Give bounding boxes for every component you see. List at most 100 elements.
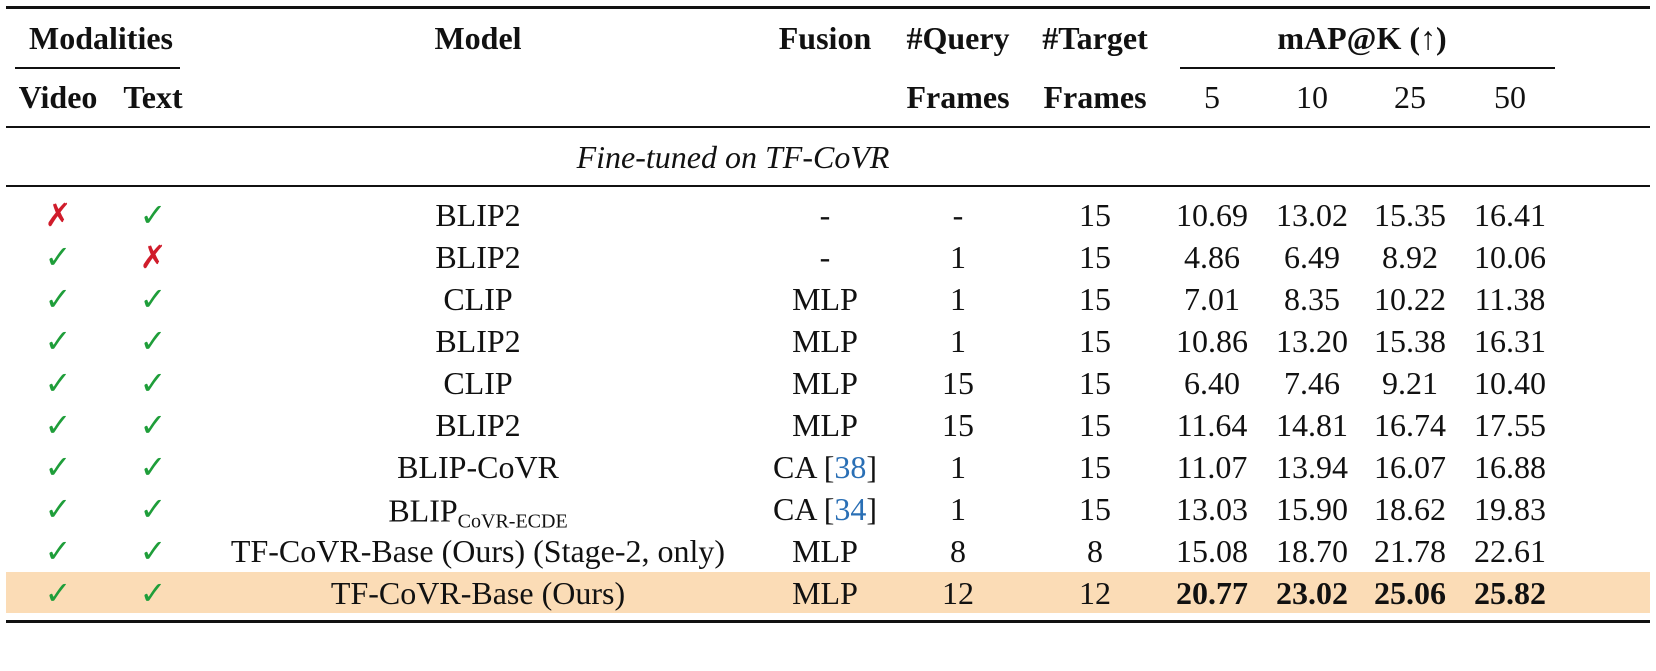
map-value: 21.78 xyxy=(1374,533,1446,569)
map-value: 10.22 xyxy=(1374,281,1446,317)
header-k: 25 xyxy=(1394,79,1426,115)
map-value: 11.07 xyxy=(1176,449,1248,485)
query-frames: 1 xyxy=(950,449,966,485)
map-value: 13.03 xyxy=(1176,491,1248,527)
map-value: 22.61 xyxy=(1474,533,1546,569)
video-mark: ✓ xyxy=(44,491,72,527)
map-value: 25.06 xyxy=(1374,575,1446,611)
target-frames: 15 xyxy=(1079,239,1111,275)
map-value: 15.90 xyxy=(1276,491,1348,527)
map-value: 19.83 xyxy=(1474,491,1546,527)
video-mark: ✓ xyxy=(44,323,72,359)
model-name: TF-CoVR-Base (Ours) xyxy=(330,575,626,611)
fusion-text: ] xyxy=(866,491,877,527)
map-value: 16.88 xyxy=(1474,449,1546,485)
video-mark: ✓ xyxy=(44,575,72,611)
map-value: 6.40 xyxy=(1184,365,1240,401)
map-value: 18.70 xyxy=(1276,533,1348,569)
text-mark: ✓ xyxy=(139,449,167,485)
target-frames: 15 xyxy=(1079,449,1111,485)
map-value: 11.38 xyxy=(1474,281,1546,317)
map-value: 4.86 xyxy=(1184,239,1240,275)
map-value: 10.40 xyxy=(1474,365,1546,401)
text-mark: ✓ xyxy=(139,491,167,527)
fusion-text: CA [ xyxy=(773,449,835,485)
fusion: CA [34] xyxy=(773,493,877,525)
target-frames: 15 xyxy=(1079,491,1111,527)
header-query: #Query xyxy=(906,20,1010,56)
header-rule xyxy=(6,126,1650,128)
target-frames: 15 xyxy=(1079,365,1111,401)
top-rule xyxy=(6,6,1650,9)
text-mark: ✓ xyxy=(139,197,167,233)
video-mark: ✓ xyxy=(44,239,72,275)
video-mark: ✓ xyxy=(44,281,72,317)
header-model: Model xyxy=(434,20,522,56)
map-value: 11.64 xyxy=(1176,407,1248,443)
query-frames: 8 xyxy=(950,533,966,569)
map-rule xyxy=(1180,67,1555,69)
header-modalities: Modalities xyxy=(29,20,173,56)
model-name: CLIP xyxy=(443,281,513,317)
map-value: 16.41 xyxy=(1474,197,1546,233)
target-frames: 15 xyxy=(1079,323,1111,359)
map-value: 14.81 xyxy=(1276,407,1348,443)
target-frames: 15 xyxy=(1079,281,1111,317)
model-name: TF-CoVR-Base (Ours) (Stage-2, only) xyxy=(230,533,726,569)
video-mark: ✓ xyxy=(44,533,72,569)
query-frames: 15 xyxy=(942,407,974,443)
map-value: 9.21 xyxy=(1382,365,1438,401)
query-frames: 1 xyxy=(950,323,966,359)
query-frames: 12 xyxy=(942,575,974,611)
target-frames: 15 xyxy=(1079,407,1111,443)
map-value: 25.82 xyxy=(1474,575,1546,611)
target-frames: 12 xyxy=(1079,575,1111,611)
header-k: 10 xyxy=(1296,79,1328,115)
model-name: BLIPCoVR-ECDE xyxy=(388,495,567,532)
fusion: - xyxy=(819,197,831,233)
query-frames: 1 xyxy=(950,281,966,317)
target-frames: 8 xyxy=(1087,533,1103,569)
text-mark: ✓ xyxy=(139,281,167,317)
header-text: Text xyxy=(123,79,183,115)
header-query: Frames xyxy=(906,79,1010,115)
row-highlight xyxy=(6,572,1650,613)
fusion: MLP xyxy=(792,281,858,317)
query-frames: 1 xyxy=(950,239,966,275)
map-value: 16.31 xyxy=(1474,323,1546,359)
header-target: Frames xyxy=(1043,79,1147,115)
map-value: 8.92 xyxy=(1382,239,1438,275)
map-value: 20.77 xyxy=(1176,575,1248,611)
map-value: 16.07 xyxy=(1374,449,1446,485)
header-target: #Target xyxy=(1042,20,1148,56)
fusion: MLP xyxy=(792,575,858,611)
citation[interactable]: 38 xyxy=(834,449,867,485)
map-value: 15.38 xyxy=(1374,323,1446,359)
map-value: 10.06 xyxy=(1474,239,1546,275)
video-mark: ✓ xyxy=(44,449,72,485)
citation[interactable]: 34 xyxy=(834,491,867,527)
model-name: BLIP2 xyxy=(435,197,521,233)
model-sub: CoVR-ECDE xyxy=(457,510,568,533)
map-value: 15.35 xyxy=(1374,197,1446,233)
model-name: BLIP2 xyxy=(435,239,521,275)
query-frames: 1 xyxy=(950,491,966,527)
fusion-text: CA [ xyxy=(773,491,835,527)
section-label: Fine-tuned on TF-CoVR xyxy=(576,139,890,175)
map-value: 7.01 xyxy=(1184,281,1240,317)
model-base: BLIP xyxy=(388,492,458,529)
model-name: CLIP xyxy=(443,365,513,401)
map-value: 16.74 xyxy=(1374,407,1446,443)
text-mark: ✓ xyxy=(139,407,167,443)
header-k: 5 xyxy=(1204,79,1220,115)
modalities-rule xyxy=(15,67,180,69)
map-value: 13.20 xyxy=(1276,323,1348,359)
fusion: MLP xyxy=(792,323,858,359)
video-mark: ✓ xyxy=(44,407,72,443)
fusion-text: ] xyxy=(866,449,877,485)
map-value: 23.02 xyxy=(1276,575,1348,611)
map-value: 17.55 xyxy=(1474,407,1546,443)
header-fusion: Fusion xyxy=(778,20,872,56)
map-value: 8.35 xyxy=(1284,281,1340,317)
text-mark: ✓ xyxy=(139,533,167,569)
